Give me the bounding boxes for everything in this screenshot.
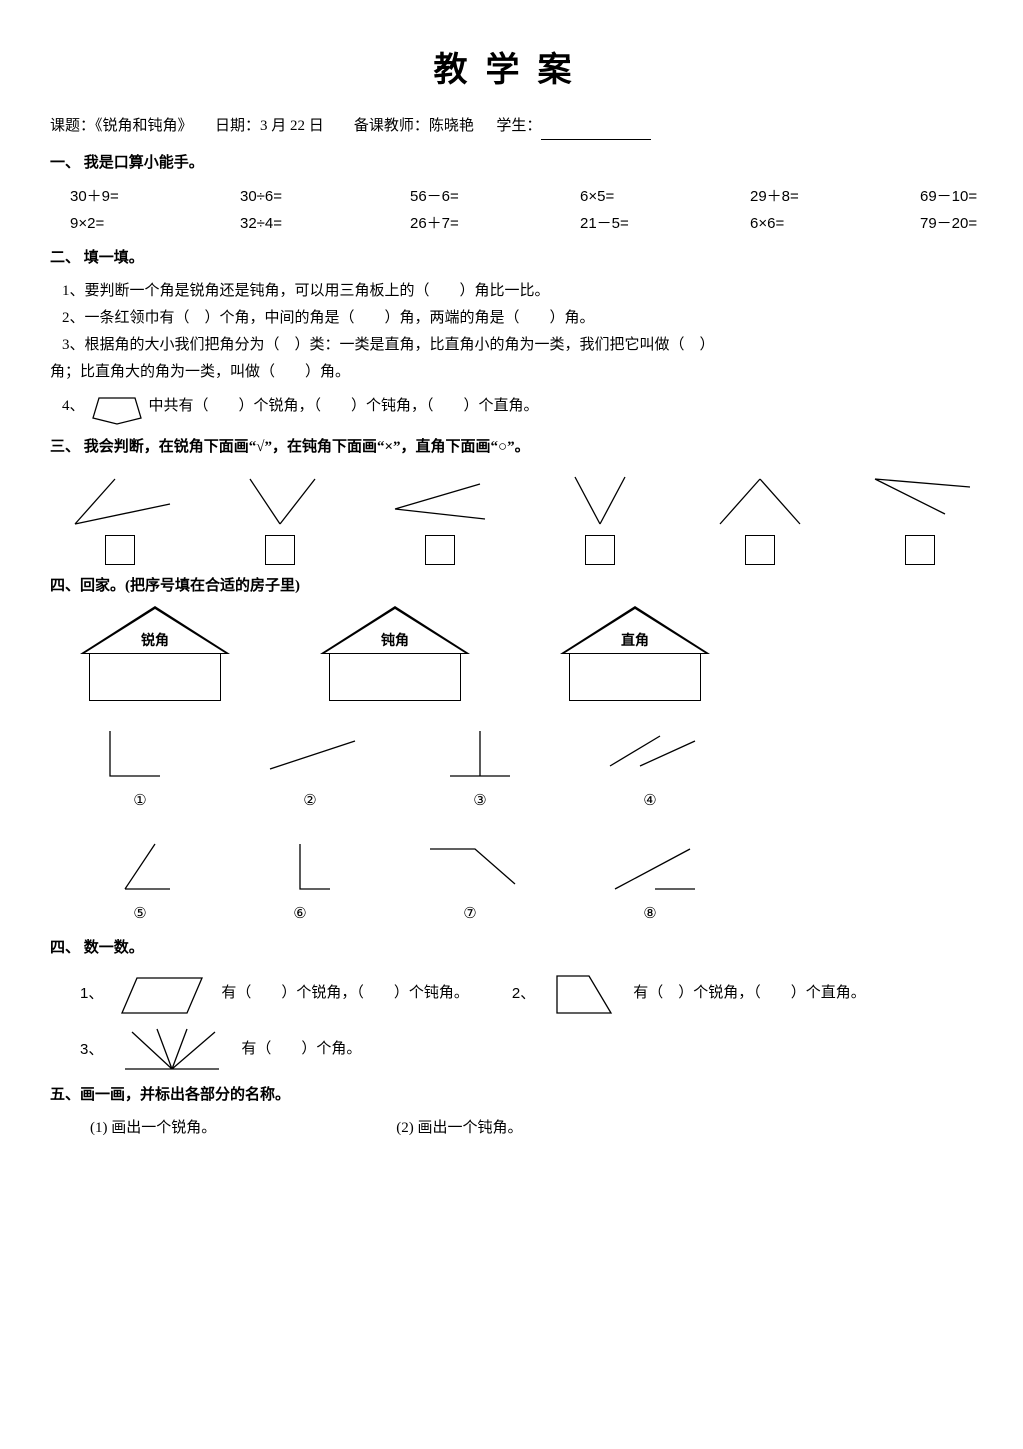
angle-2 — [220, 469, 340, 565]
house-right: 直角 — [560, 606, 710, 701]
fig-num: ⑧ — [600, 900, 700, 927]
fan-angle-icon — [117, 1024, 227, 1074]
answer-box[interactable] — [105, 535, 135, 565]
fig-num: ⑦ — [420, 900, 520, 927]
count-num: 2、 — [512, 980, 535, 1007]
house-obtuse: 钝角 — [320, 606, 470, 701]
count-text: 有（ ）个锐角，（ ）个直角。 — [633, 980, 866, 1007]
fig-7: ⑦ — [420, 834, 520, 927]
topic-value: 《锐角和钝角》 — [95, 118, 193, 134]
student-label: 学生： — [496, 118, 541, 134]
section5-heading: 五、画一画，并标出各部分的名称。 — [50, 1082, 973, 1109]
fill-q3b: 角；比直角大的角为一类，叫做（ ）角。 — [50, 359, 973, 386]
teacher-value: 陈晓艳 — [429, 118, 474, 134]
fig-num: ① — [100, 787, 180, 814]
arith-cell: 26＋7= — [410, 210, 520, 237]
date-label: 日期： — [215, 118, 260, 134]
figs-row-2: ⑤ ⑥ ⑦ ⑧ — [50, 834, 973, 927]
section4a-heading: 四、回家。(把序号填在合适的房子里) — [50, 573, 973, 600]
q4-text: 中共有（ ）个锐角，（ ）个钝角，（ ）个直角。 — [149, 393, 539, 420]
arith-cell: 32÷4= — [240, 210, 350, 237]
fill-q2: 2、一条红领巾有（ ）个角，中间的角是（ ）角，两端的角是（ ）角。 — [50, 305, 973, 332]
q4-num: 4、 — [62, 393, 85, 420]
section2-heading: 二、 填一填。 — [50, 245, 973, 272]
angle-4 — [540, 469, 660, 565]
fig-num: ② — [260, 787, 360, 814]
section4b-heading: 四、 数一数。 — [50, 935, 973, 962]
fig-8: ⑧ — [600, 834, 700, 927]
house-acute: 锐角 — [80, 606, 230, 701]
fig-num: ⑥ — [260, 900, 340, 927]
house-body[interactable] — [329, 653, 461, 701]
fill-q3: 3、根据角的大小我们把角分为（ ）类：一类是直角，比直角小的角为一类，我们把它叫… — [50, 332, 973, 359]
arith-row-1: 30＋9= 30÷6= 56－6= 6×5= 29＋8= 69－10= — [50, 183, 973, 210]
section1-heading: 一、 我是口算小能手。 — [50, 150, 973, 177]
header-line: 课题：《锐角和钝角》 日期：3 月 22 日 备课教师：陈晓艳 学生： — [50, 113, 973, 140]
angles-row — [50, 469, 973, 565]
student-blank[interactable] — [541, 139, 651, 140]
arith-cell: 6×6= — [750, 210, 860, 237]
fig-3: ③ — [440, 721, 520, 814]
topic-label: 课题： — [50, 118, 95, 134]
answer-box[interactable] — [585, 535, 615, 565]
count-num: 1、 — [80, 980, 103, 1007]
house-label: 直角 — [595, 628, 675, 653]
house-body[interactable] — [89, 653, 221, 701]
count-text: 有（ ）个锐角，（ ）个钝角。 — [221, 980, 469, 1007]
arith-cell: 6×5= — [580, 183, 690, 210]
answer-box[interactable] — [425, 535, 455, 565]
house-label: 锐角 — [115, 628, 195, 653]
arith-cell: 30÷6= — [240, 183, 350, 210]
fig-4: ④ — [600, 721, 700, 814]
angle-6 — [860, 469, 980, 565]
arith-row-2: 9×2= 32÷4= 26＋7= 21－5= 6×6= 79－20= — [50, 210, 973, 237]
arith-cell: 9×2= — [70, 210, 180, 237]
right-trapezoid-icon — [549, 968, 619, 1018]
answer-box[interactable] — [745, 535, 775, 565]
draw-q1: (1) 画出一个锐角。 — [90, 1115, 216, 1142]
house-label: 钝角 — [355, 628, 435, 653]
draw-q2: (2) 画出一个钝角。 — [396, 1115, 522, 1142]
count-q3: 3、 有（ ）个角。 — [50, 1024, 973, 1074]
fig-num: ③ — [440, 787, 520, 814]
teacher-label: 备课教师： — [354, 118, 429, 134]
pentagon-icon — [89, 386, 145, 426]
fig-1: ① — [100, 721, 180, 814]
fill-q1: 1、要判断一个角是锐角还是钝角，可以用三角板上的（ ）角比一比。 — [50, 278, 973, 305]
fig-5: ⑤ — [100, 834, 180, 927]
count-q1: 1、 有（ ）个锐角，（ ）个钝角。 2、 有（ ）个锐角，（ ）个直角。 — [50, 968, 973, 1018]
parallelogram-icon — [117, 968, 207, 1018]
date-value: 3 月 22 日 — [260, 118, 324, 134]
count-text: 有（ ）个角。 — [241, 1036, 361, 1063]
draw-row: (1) 画出一个锐角。 (2) 画出一个钝角。 — [50, 1115, 973, 1142]
arith-cell: 56－6= — [410, 183, 520, 210]
arith-cell: 79－20= — [920, 210, 1023, 237]
fig-num: ⑤ — [100, 900, 180, 927]
answer-box[interactable] — [265, 535, 295, 565]
house-body[interactable] — [569, 653, 701, 701]
arith-cell: 69－10= — [920, 183, 1023, 210]
count-num: 3、 — [80, 1036, 103, 1063]
figs-row-1: ① ② ③ ④ — [50, 721, 973, 814]
arith-cell: 29＋8= — [750, 183, 860, 210]
fig-2: ② — [260, 721, 360, 814]
fig-num: ④ — [600, 787, 700, 814]
answer-box[interactable] — [905, 535, 935, 565]
angle-3 — [380, 469, 500, 565]
fig-6: ⑥ — [260, 834, 340, 927]
fill-q4: 4、 中共有（ ）个锐角，（ ）个钝角，（ ）个直角。 — [50, 386, 973, 426]
arith-cell: 21－5= — [580, 210, 690, 237]
document-title: 教学案 — [50, 40, 973, 101]
section3-heading: 三、 我会判断，在锐角下面画“√”，在钝角下面画“×”，直角下面画“○”。 — [50, 434, 973, 461]
arith-cell: 30＋9= — [70, 183, 180, 210]
angle-5 — [700, 469, 820, 565]
houses-row: 锐角 钝角 直角 — [50, 606, 973, 701]
angle-1 — [60, 469, 180, 565]
